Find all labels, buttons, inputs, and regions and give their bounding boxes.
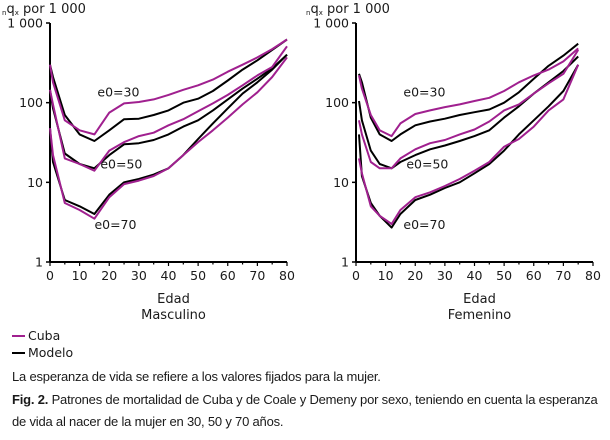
chart-masculino: nqx por 1 000 1 10 100 1 000 0 10 20 30 40 50 60 70 8…: [2, 2, 295, 323]
y-tick-label: 1 000: [7, 16, 43, 31]
caption-text: Patrones de mortalidad de Cuba y de Coal…: [12, 391, 598, 430]
y-axis-label: nqx por 1 000: [306, 2, 390, 17]
curve-annotation: e0=70: [403, 217, 445, 232]
x-tick-label: 70: [555, 268, 571, 283]
legend-swatch-cuba: [12, 334, 25, 337]
x-tick-label: 70: [249, 268, 265, 283]
series-line-cuba-e050: [49, 45, 288, 172]
y-tick-label: 1 000: [313, 16, 349, 31]
y-tick-label: 1: [341, 255, 349, 270]
x-axis-title: Edad: [157, 292, 190, 307]
legend-swatch-modelo: [12, 351, 25, 354]
legend-label-cuba: Cuba: [28, 328, 61, 343]
x-tick-label: 20: [407, 268, 423, 283]
figure-label: Fig. 2.: [12, 391, 49, 407]
legend-item-modelo: Modelo: [12, 344, 73, 361]
figure-notes: La esperanza de vida se refiere a los va…: [12, 366, 602, 434]
curve-annotation: e0=30: [403, 84, 445, 99]
series-line-cuba-e030: [49, 38, 288, 136]
x-tick-label: 60: [220, 268, 236, 283]
y-axis-label: nqx por 1 000: [2, 2, 86, 17]
x-tick-label: 50: [190, 268, 206, 283]
x-tick-label: 50: [496, 268, 512, 283]
series-line-modelo-e030: [49, 38, 288, 142]
x-tick-label: 60: [526, 268, 542, 283]
curve-annotation: e0=50: [100, 156, 142, 171]
y-tick-label: 10: [27, 175, 43, 190]
series-line-cuba-e070: [49, 56, 288, 220]
y-tick-label: 100: [19, 95, 43, 110]
series-line-cuba-e050: [358, 49, 580, 170]
series-line-modelo-e050: [49, 53, 288, 170]
series-line-cuba-e070: [358, 64, 580, 225]
y-tick-label: 1: [35, 255, 43, 270]
x-tick-label: 80: [279, 268, 295, 283]
series-line-modelo-e030: [358, 42, 579, 142]
x-tick-label: 0: [352, 268, 360, 283]
x-tick-label: 80: [585, 268, 601, 283]
x-tick-label: 30: [437, 268, 453, 283]
series-line-modelo-e070: [358, 64, 580, 229]
x-tick-label: 10: [378, 268, 394, 283]
y-tick-label: 10: [333, 175, 349, 190]
note-line: La esperanza de vida se refiere a los va…: [12, 369, 381, 384]
series-line-cuba-e030: [358, 47, 579, 138]
x-tick-label: 40: [467, 268, 483, 283]
y-tick-label: 100: [325, 95, 349, 110]
legend-item-cuba: Cuba: [12, 327, 73, 344]
curve-annotation: e0=50: [406, 156, 448, 171]
curve-annotation: e0=70: [94, 217, 136, 232]
chart-subtitle: Femenino: [448, 308, 512, 323]
chart-femenino: nqx por 1 000 1 10 100 1 000 0 10 20 30 40 50 60 70 8…: [306, 2, 601, 323]
curve-annotation: e0=30: [97, 84, 139, 99]
legend-label-modelo: Modelo: [28, 345, 74, 360]
figure-caption: Fig. 2. Patrones de mortalidad de Cuba y…: [12, 389, 602, 434]
x-tick-label: 40: [161, 268, 177, 283]
x-axis-title: Edad: [463, 292, 496, 307]
x-tick-label: 20: [101, 268, 117, 283]
x-tick-label: 0: [46, 268, 54, 283]
x-tick-label: 30: [131, 268, 147, 283]
chart-subtitle: Masculino: [141, 308, 206, 323]
x-tick-label: 10: [72, 268, 88, 283]
legend: Cuba Modelo: [12, 327, 73, 361]
